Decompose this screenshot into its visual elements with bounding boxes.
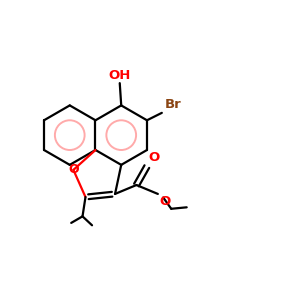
Text: Br: Br	[165, 98, 182, 111]
Text: OH: OH	[109, 69, 131, 82]
Text: O: O	[160, 195, 171, 208]
Text: O: O	[68, 164, 79, 176]
Text: O: O	[148, 151, 160, 164]
